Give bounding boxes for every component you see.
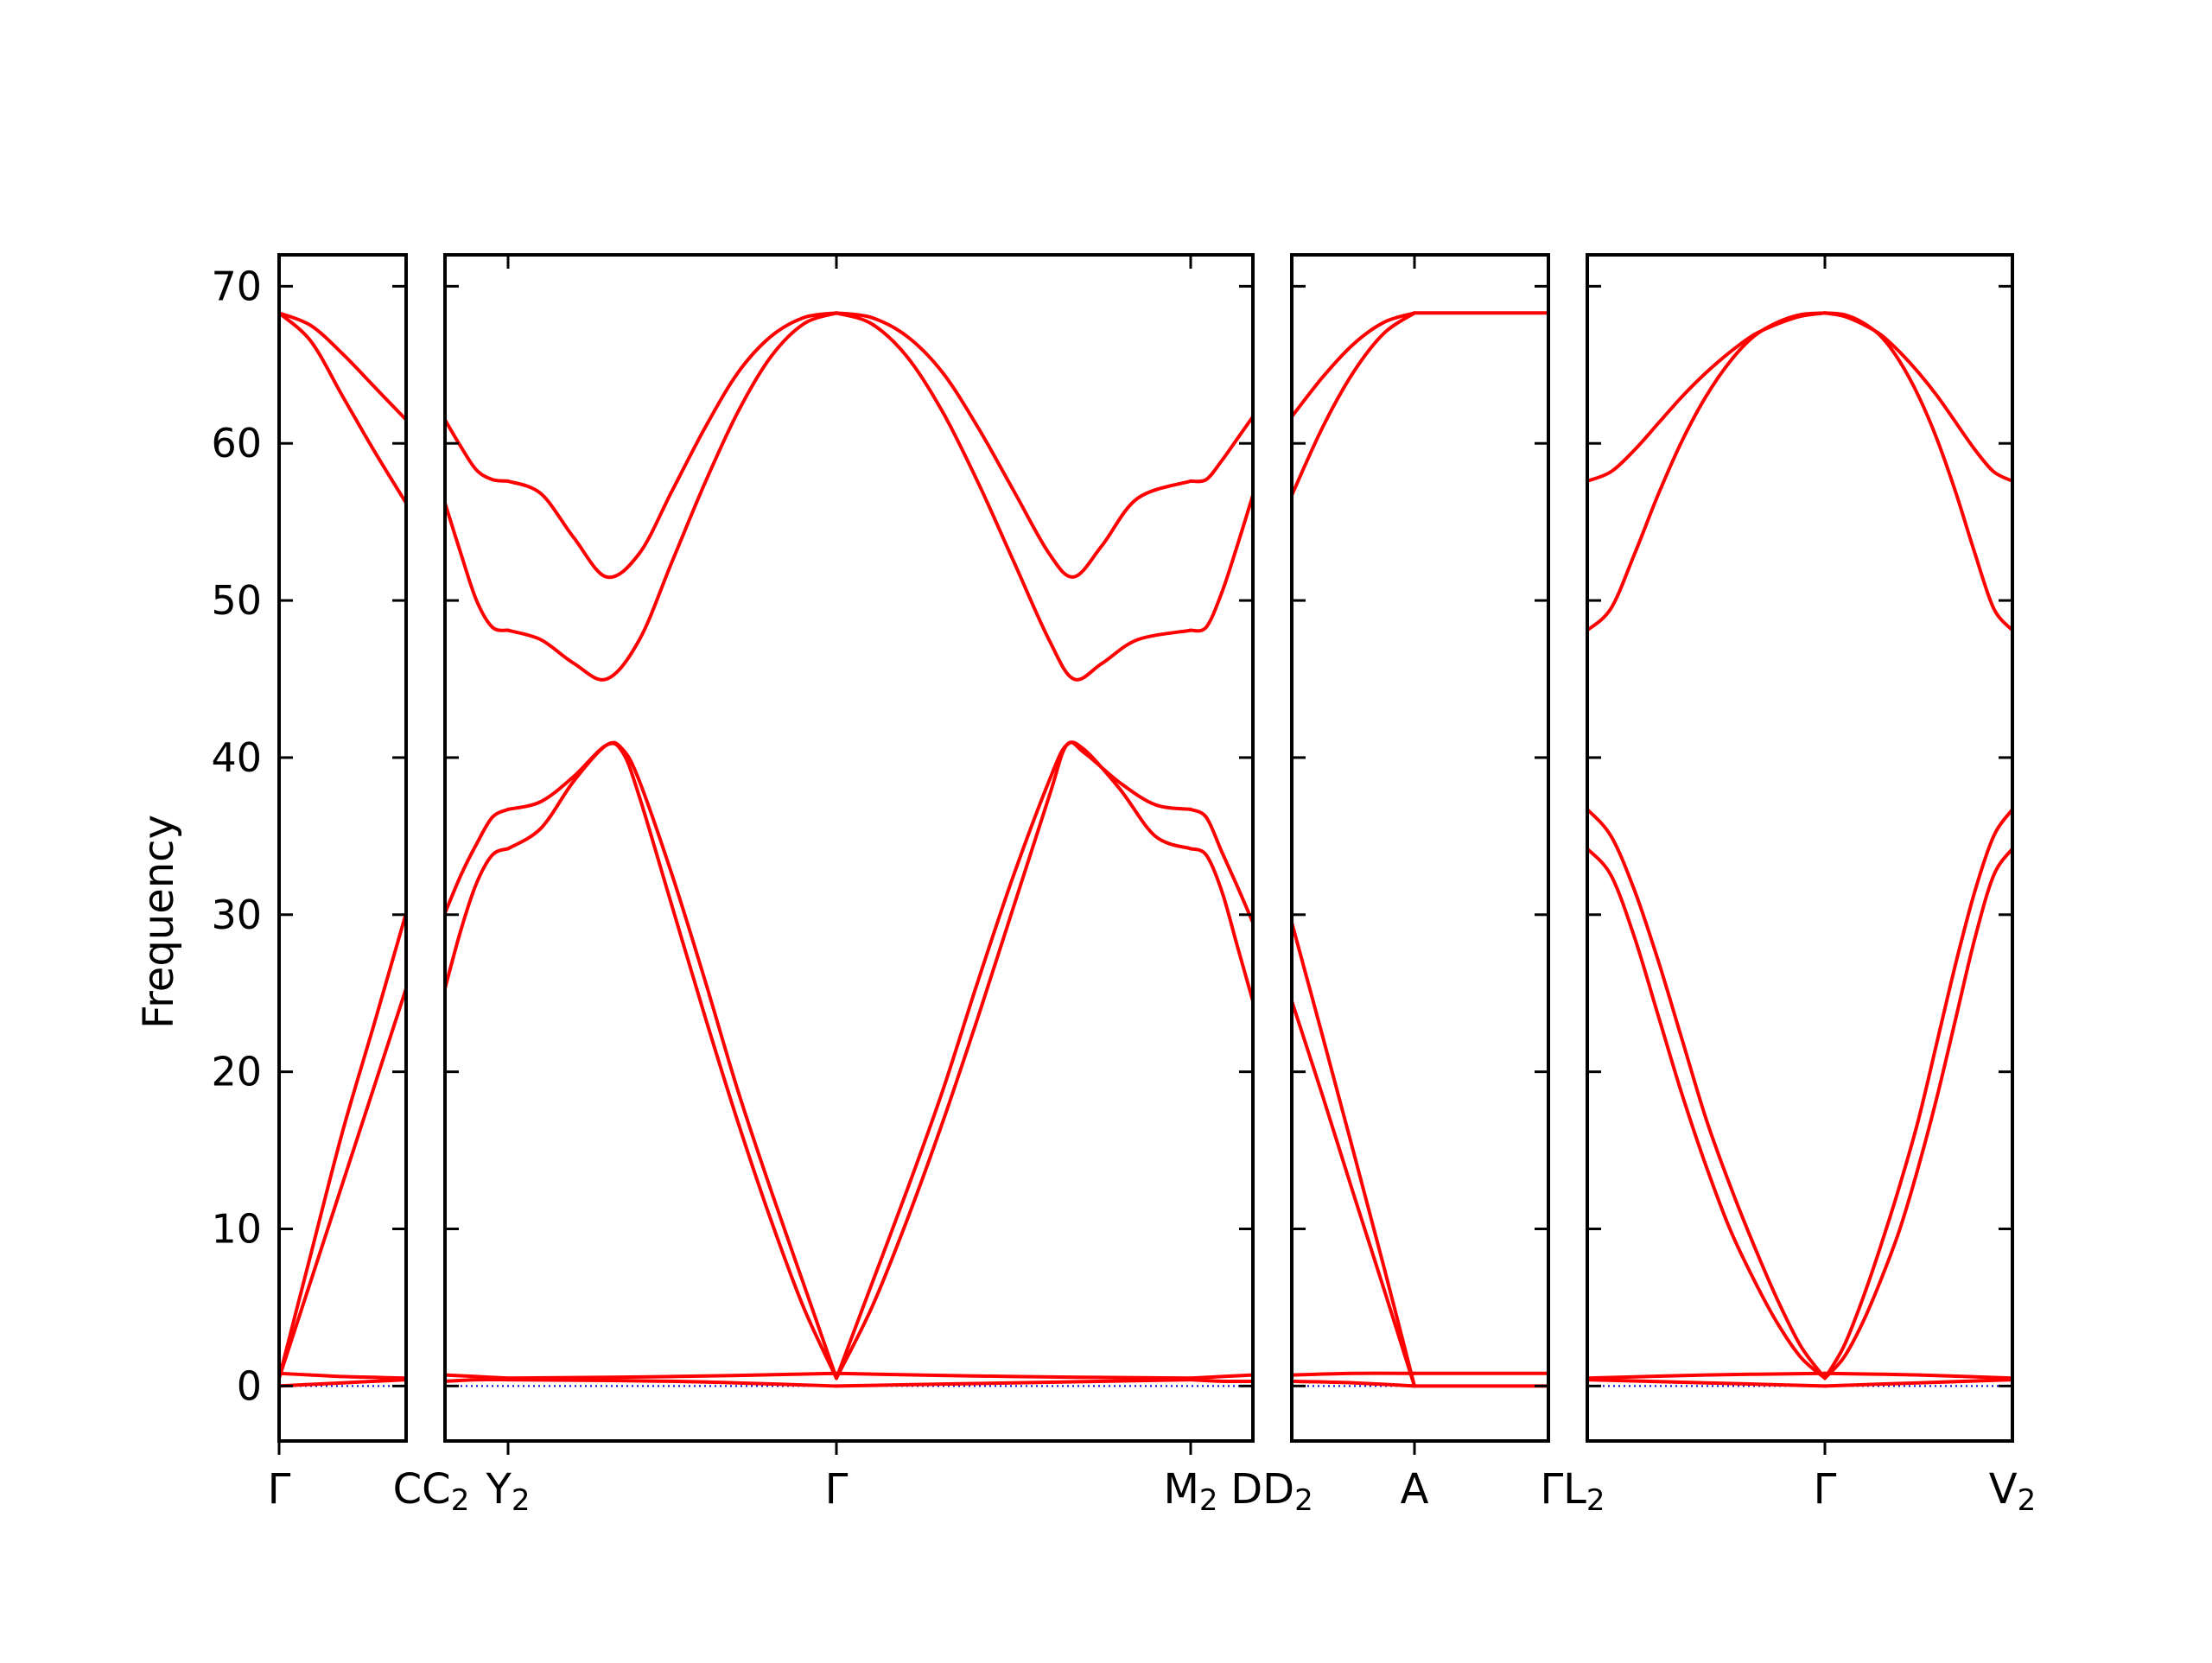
x-tick-label-main: Γ (268, 1465, 291, 1514)
x-tick-label-subscript: 2 (1586, 1483, 1605, 1518)
x-tick-label-main: A (1401, 1465, 1429, 1514)
x-tick-label: DD2 (1230, 1465, 1313, 1518)
band-line-p4-s2-b1 (1823, 1378, 2012, 1388)
x-tick-label-main: ΓL (1540, 1465, 1586, 1514)
band-line-p4-s1-b6 (1587, 311, 1827, 483)
x-tick-label: Γ (268, 1465, 291, 1514)
band-line-p4-s2-b3 (1823, 807, 2012, 1381)
band-line-p3-s1-b2 (1292, 1371, 1416, 1377)
y-tick-label: 70 (211, 263, 262, 309)
band-line-p2-s4-b4 (1189, 807, 1253, 924)
x-tick-label: A (1401, 1465, 1429, 1514)
band-line-p2-s3-b5 (835, 311, 1192, 682)
x-tick-label-main: Γ (825, 1465, 849, 1514)
band-line-p1-s1-b3 (279, 987, 406, 1381)
series-layer (279, 311, 2012, 1388)
panel-4-bands (1587, 311, 2012, 1388)
band-line-p2-s3-b4 (835, 740, 1192, 1381)
x-tick-label-main: M (1163, 1465, 1198, 1514)
y-tick-label: 60 (211, 420, 262, 467)
band-line-p4-s2-b6 (1823, 311, 2012, 483)
band-line-p2-s4-b5 (1189, 493, 1253, 633)
x-tick-label: Γ (1814, 1465, 1837, 1514)
x-tick-label-subscript: 2 (2018, 1483, 2037, 1518)
y-tick-label: 40 (211, 734, 262, 781)
y-tick-label: 30 (211, 892, 262, 938)
x-tick-label: M2 (1163, 1465, 1217, 1518)
band-line-p2-s2-b4 (506, 741, 838, 1381)
band-line-p3-s1-b4 (1292, 920, 1416, 1388)
band-line-p3-s1-b1 (1292, 1379, 1416, 1388)
band-line-p2-s1-b6 (445, 417, 510, 483)
panel-2-bands (445, 311, 1253, 1388)
y-axis-label: Frequency (135, 815, 183, 1029)
x-tick-label-subscript: 2 (451, 1483, 470, 1518)
x-tick-label: CC2 (393, 1465, 470, 1518)
x-tick-label-subscript: 2 (512, 1483, 531, 1518)
panel-1-bands (279, 311, 406, 1388)
band-line-p2-s4-b3 (1189, 847, 1253, 1003)
band-line-p3-s1-b3 (1292, 999, 1416, 1388)
band-line-p2-s3-b3 (835, 740, 1192, 1381)
y-tick-label: 50 (211, 577, 262, 624)
band-line-p2-s1-b1 (445, 1377, 510, 1383)
x-tick-label: Y2 (486, 1465, 531, 1518)
band-line-p4-s2-b4 (1823, 847, 2012, 1381)
band-line-p2-s1-b4 (445, 807, 510, 915)
band-line-p2-s4-b1 (1189, 1378, 1253, 1384)
ticks-layer (277, 255, 2012, 1455)
x-tick-label: Γ (825, 1465, 849, 1514)
x-tick-label-main: CC (393, 1465, 451, 1514)
band-line-p2-s2-b6 (506, 311, 838, 580)
y-tick-label: 10 (211, 1205, 262, 1252)
band-line-p2-s4-b6 (1189, 415, 1253, 484)
x-tick-label: V2 (1989, 1465, 2036, 1518)
band-line-p2-s2-b5 (506, 311, 838, 682)
band-line-p4-s1-b3 (1587, 807, 1827, 1381)
band-line-p1-s1-b4 (279, 911, 406, 1381)
band-line-p1-s1-b6 (279, 311, 406, 422)
band-line-p2-s1-b3 (445, 847, 510, 991)
band-line-p1-s1-b2 (279, 1371, 406, 1381)
band-line-p4-s2-b2 (1823, 1371, 2012, 1381)
panel-1-frame (277, 253, 408, 1443)
band-line-p2-s1-b5 (445, 501, 510, 632)
band-line-p2-s3-b1 (835, 1378, 1192, 1388)
band-line-p1-s1-b5 (279, 311, 406, 505)
panel-3-bands (1292, 311, 1548, 1388)
panel-4-frame (1586, 253, 2014, 1443)
axes-layer (277, 253, 2014, 1443)
band-line-p2-s4-b2 (1189, 1373, 1253, 1381)
band-line-p2-s2-b2 (506, 1371, 838, 1381)
band-line-p3-s1-b6 (1292, 311, 1416, 419)
band-line-p2-s2-b3 (506, 740, 838, 1381)
y-tick-label: 20 (211, 1049, 262, 1095)
band-line-p2-s1-b2 (445, 1373, 510, 1381)
band-line-p2-s2-b1 (506, 1378, 838, 1388)
x-tick-label-subscript: 2 (1294, 1483, 1313, 1518)
x-tick-label-main: V (1989, 1465, 2018, 1514)
panel-2-frame (443, 253, 1255, 1443)
x-tick-label-main: Y (486, 1465, 512, 1514)
band-line-p4-s1-b1 (1587, 1378, 1827, 1388)
band-line-p2-s3-b6 (835, 311, 1192, 579)
x-tick-label-main: Γ (1814, 1465, 1837, 1514)
x-tick-label-subscript: 2 (1199, 1483, 1218, 1518)
x-tick-label-main: DD (1230, 1465, 1294, 1514)
band-line-p3-s1-b5 (1292, 311, 1416, 498)
band-line-p1-s1-b1 (279, 1378, 406, 1388)
band-line-p2-s3-b2 (835, 1371, 1192, 1381)
x-tick-label: ΓL2 (1540, 1465, 1605, 1518)
band-line-p4-s1-b2 (1587, 1371, 1827, 1381)
y-tick-label: 0 (237, 1362, 262, 1409)
band-line-p4-s1-b4 (1587, 847, 1827, 1381)
panel-3-frame (1290, 253, 1550, 1443)
